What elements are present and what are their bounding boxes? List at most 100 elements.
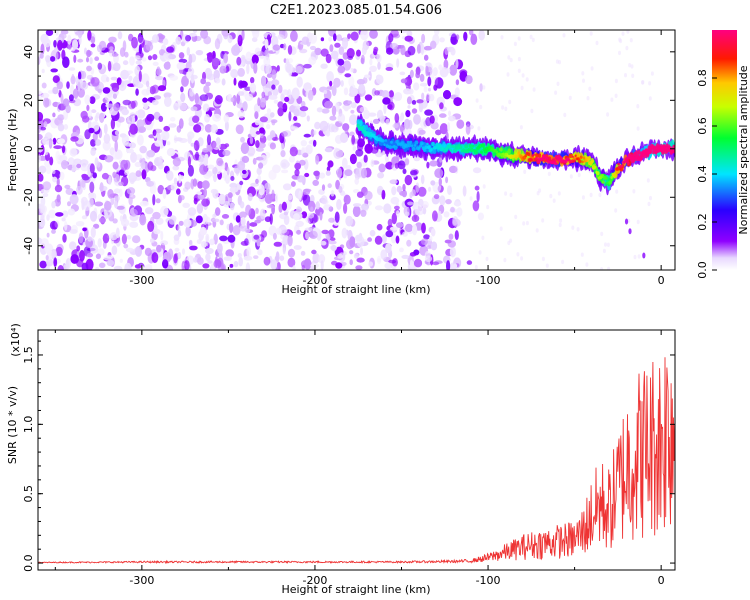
- noise-blob: [349, 236, 356, 248]
- noise-blob: [349, 259, 353, 266]
- noise-blob: [225, 255, 232, 261]
- noise-blob: [180, 86, 184, 93]
- noise-blob: [426, 161, 430, 169]
- noise-blob: [504, 106, 508, 112]
- noise-blob: [358, 84, 366, 94]
- signal-blob: [469, 147, 474, 153]
- noise-blob: [588, 86, 592, 92]
- noise-blob: [305, 231, 310, 240]
- noise-blob: [122, 60, 129, 66]
- noise-blob: [153, 95, 162, 100]
- signal-blob: [435, 143, 440, 147]
- noise-blob: [452, 218, 461, 227]
- noise-blob: [48, 138, 53, 149]
- noise-blob: [255, 207, 259, 214]
- noise-blob: [429, 160, 438, 167]
- noise-blob: [51, 229, 56, 234]
- signal-blob: [430, 148, 433, 151]
- noise-blob: [202, 148, 210, 153]
- noise-blob: [251, 54, 259, 65]
- noise-blob: [40, 238, 49, 247]
- noise-blob: [450, 33, 457, 45]
- noise-blob: [168, 54, 177, 60]
- signal-blob: [495, 150, 499, 154]
- noise-blob: [316, 107, 323, 113]
- noise-blob: [81, 173, 88, 179]
- noise-blob: [185, 35, 191, 42]
- y-tick-label: 0: [22, 145, 35, 152]
- noise-blob: [319, 211, 323, 221]
- noise-blob: [439, 123, 448, 135]
- noise-blob: [199, 94, 209, 102]
- noise-blob: [219, 235, 228, 242]
- snr-marks: [38, 357, 675, 565]
- noise-blob: [288, 111, 292, 122]
- noise-blob: [299, 111, 307, 118]
- noise-blob: [147, 161, 154, 171]
- noise-blob: [261, 91, 266, 99]
- noise-blob: [624, 73, 627, 78]
- noise-blob: [448, 110, 451, 117]
- noise-blob: [38, 123, 41, 134]
- noise-blob: [237, 34, 243, 47]
- noise-blob: [324, 100, 333, 109]
- signal-blob: [456, 146, 460, 150]
- noise-blob: [649, 195, 652, 201]
- snr-background: [38, 330, 675, 570]
- noise-blob: [419, 82, 428, 87]
- signal-blob: [481, 143, 485, 148]
- noise-blob: [399, 247, 404, 253]
- noise-blob: [151, 99, 159, 106]
- noise-blob: [301, 211, 308, 219]
- noise-blob: [192, 30, 198, 33]
- noise-blob: [629, 38, 633, 43]
- noise-blob: [119, 258, 124, 263]
- noise-blob: [94, 56, 100, 61]
- noise-blob: [477, 126, 481, 131]
- noise-blob: [126, 235, 132, 240]
- noise-blob: [152, 211, 161, 220]
- noise-blob: [472, 200, 480, 212]
- spectrogram-xlabel: Height of straight line (km): [281, 283, 430, 296]
- noise-blob: [116, 77, 122, 86]
- noise-blob: [145, 42, 154, 51]
- signal-blob: [359, 120, 363, 127]
- noise-blob: [176, 62, 186, 70]
- signal-blob: [624, 160, 627, 163]
- noise-blob: [62, 56, 70, 68]
- noise-blob: [619, 38, 623, 44]
- signal-blob: [383, 143, 386, 147]
- noise-blob: [398, 116, 404, 122]
- noise-blob: [218, 143, 228, 150]
- noise-blob: [102, 141, 111, 151]
- noise-blob: [631, 73, 635, 79]
- noise-blob: [381, 234, 387, 244]
- noise-blob: [245, 51, 252, 62]
- noise-blob: [139, 200, 149, 207]
- snr-frame: [37, 329, 676, 571]
- noise-blob: [324, 147, 333, 153]
- noise-blob: [614, 93, 618, 99]
- signal-blob: [557, 156, 561, 160]
- signal-blob: [535, 153, 539, 158]
- noise-blob: [582, 78, 585, 83]
- noise-blob: [413, 156, 421, 162]
- noise-blob: [225, 249, 234, 257]
- noise-blob: [229, 182, 238, 189]
- noise-blob: [364, 190, 373, 201]
- noise-blob: [229, 186, 239, 193]
- noise-blob: [385, 243, 392, 254]
- noise-blob: [407, 201, 414, 206]
- noise-blob: [571, 225, 575, 230]
- noise-blob: [128, 172, 138, 183]
- noise-blob: [61, 159, 68, 170]
- noise-blob: [43, 97, 50, 108]
- noise-blob: [396, 185, 403, 193]
- noise-blob: [292, 265, 296, 270]
- noise-blob: [59, 171, 65, 181]
- noise-blob: [98, 262, 106, 269]
- noise-blob: [320, 63, 328, 69]
- noise-blob: [126, 116, 135, 123]
- signal-blob: [571, 155, 575, 158]
- noise-blob: [243, 255, 253, 261]
